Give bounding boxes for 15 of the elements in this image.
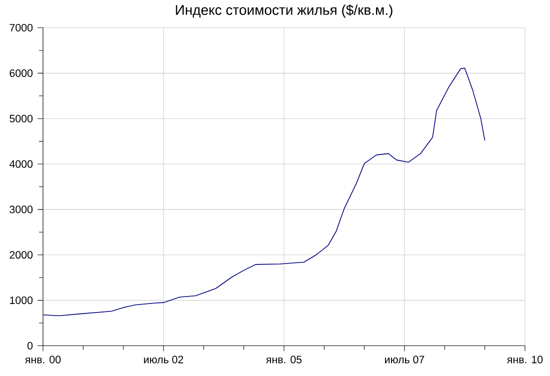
y-tick-label: 3000 [10,206,33,214]
x-tick-label: июль 02 [144,356,184,364]
x-tick-label: янв. 05 [266,356,302,364]
y-tick-label: 5000 [10,114,33,122]
y-tick-label: 4000 [10,160,33,168]
x-tick-label: янв. 00 [25,356,61,364]
x-tick-label: июль 07 [385,356,424,364]
y-tick-label: 6000 [10,70,33,78]
y-tick-label: 1000 [10,296,33,304]
chart-title: Индекс стоимости жилья ($/кв.м.) [176,4,392,18]
line-series [43,68,486,316]
y-tick-label: 2000 [10,251,33,259]
y-tick-label: 7000 [10,24,33,32]
y-tick-label: 0 [27,342,33,350]
x-tick-label: янв. 10 [507,356,543,364]
